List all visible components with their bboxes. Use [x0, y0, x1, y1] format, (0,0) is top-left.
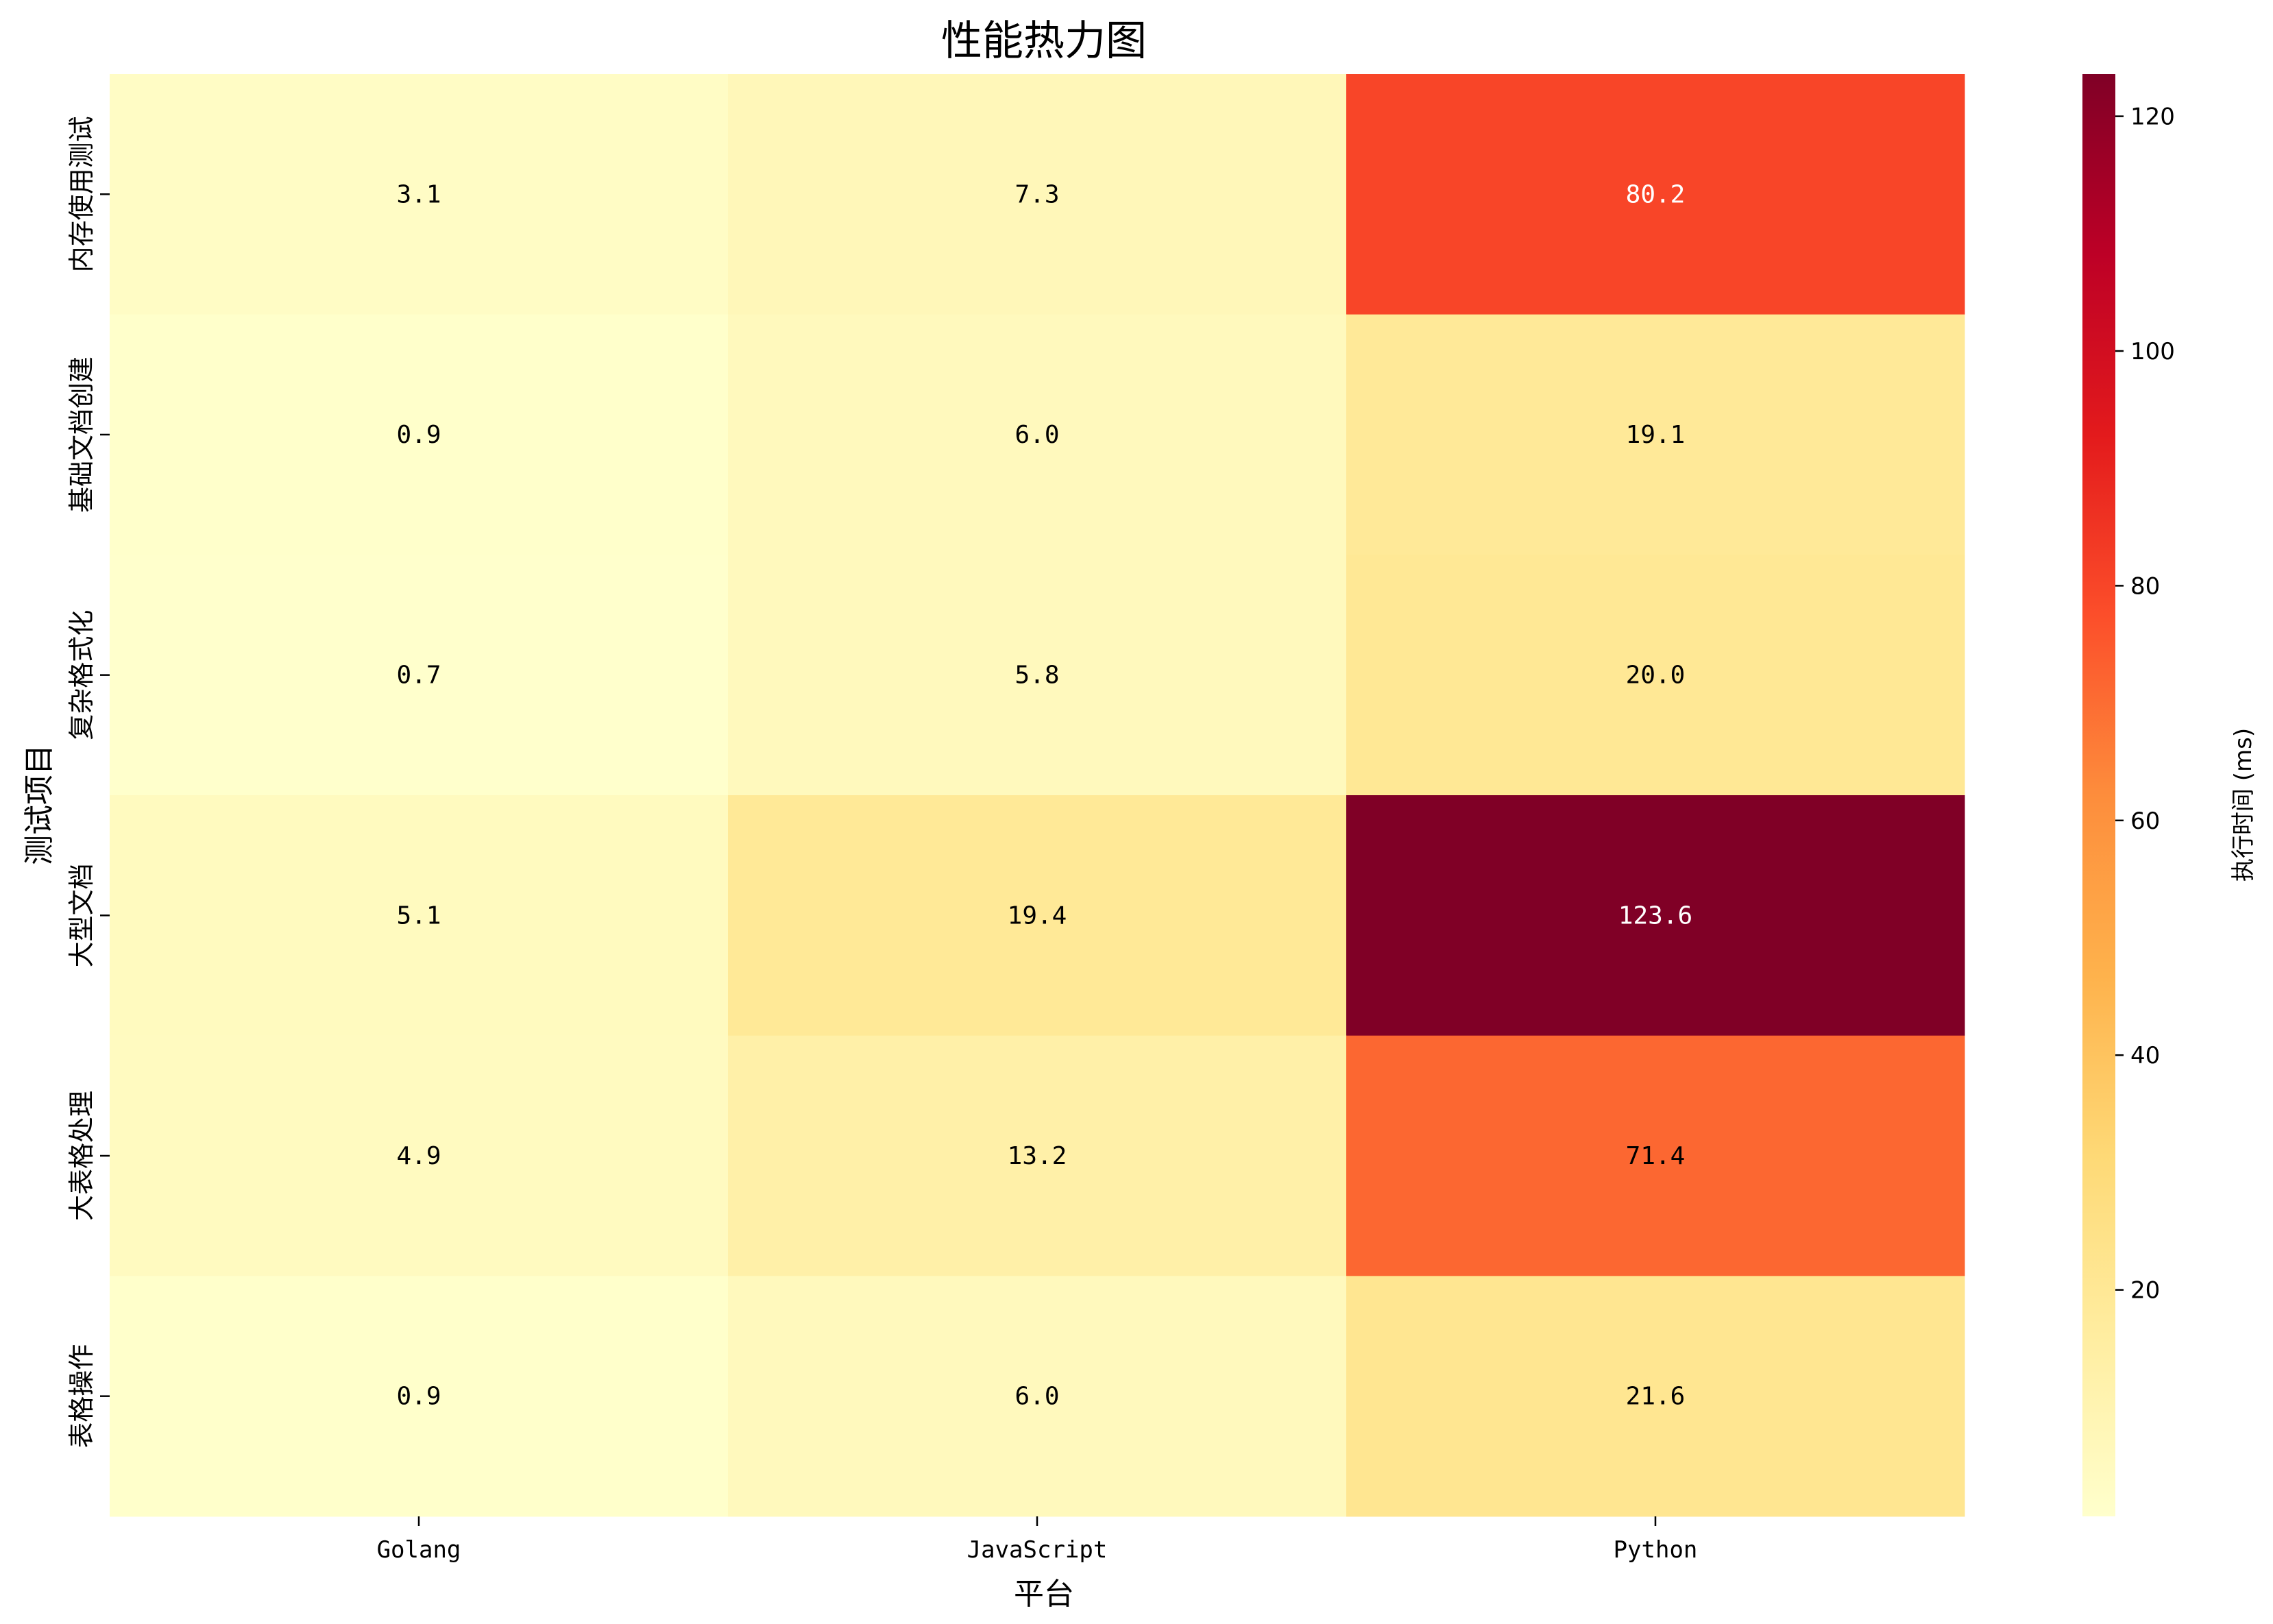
y-tick-label: 表格操作	[66, 1344, 97, 1449]
cell-value-label: 21.6	[1626, 1383, 1686, 1411]
colorbar-tick-label: 120	[2130, 104, 2175, 131]
cell-value-label: 19.1	[1626, 421, 1686, 449]
x-tick-label: Golang	[377, 1536, 461, 1564]
heatmap-cell	[110, 555, 729, 796]
colorbar-tick-label: 100	[2130, 338, 2175, 365]
heatmap-cell	[728, 795, 1347, 1037]
x-axis-label: 平台	[1014, 1577, 1074, 1612]
x-axis: Golang JavaScript Python	[377, 1516, 1698, 1564]
heatmap-cells: 3.1 7.3 80.2 0.9 6.0 19.1 0.7 5.8 20.0 5.1 19.4 123…	[110, 74, 1965, 1517]
cell-value-label: 0.9	[396, 1383, 441, 1411]
cell-value-label: 13.2	[1008, 1142, 1067, 1170]
cell-value-label: 71.4	[1626, 1142, 1686, 1170]
colorbar-tick-label: 60	[2130, 808, 2160, 835]
heatmap-cell	[1346, 1035, 1965, 1276]
cell-value-label: 0.7	[396, 662, 441, 690]
heatmap-cell	[728, 1276, 1347, 1517]
colorbar-label: 执行时间 (ms)	[2230, 728, 2257, 882]
heatmap-cell	[1346, 555, 1965, 796]
cell-value-label: 0.9	[396, 421, 441, 449]
heatmap-cell	[110, 1035, 729, 1276]
heatmap-cell	[728, 555, 1347, 796]
heatmap-cell	[110, 1276, 729, 1517]
x-tick-label: Python	[1614, 1536, 1698, 1564]
cell-value-label: 6.0	[1014, 1383, 1059, 1411]
heatmap-cell	[110, 314, 729, 555]
cell-value-label: 19.4	[1008, 901, 1067, 930]
colorbar-tick-label: 80	[2130, 572, 2160, 600]
colorbar-tick-label: 40	[2130, 1042, 2160, 1069]
cell-value-label: 5.1	[396, 901, 441, 930]
heatmap-cell	[728, 74, 1347, 315]
heatmap-cell	[110, 74, 729, 315]
heatmap-cell	[728, 1035, 1347, 1276]
cell-value-label: 6.0	[1014, 421, 1059, 449]
heatmap-cell	[1346, 1276, 1965, 1517]
chart-title: 性能热力图	[941, 17, 1147, 65]
y-tick-label: 大型文档	[66, 863, 97, 967]
colorbar-gradient	[2082, 74, 2115, 1516]
y-axis-label: 测试项目	[22, 744, 57, 865]
cell-value-label: 20.0	[1626, 662, 1686, 690]
y-tick-label: 大表格处理	[66, 1091, 97, 1221]
y-tick-label: 内存使用测试	[66, 116, 97, 272]
cell-value-label: 3.1	[396, 180, 441, 208]
y-tick-label: 基础文档创建	[66, 356, 97, 513]
cell-value-label: 5.8	[1014, 662, 1059, 690]
cell-value-label: 4.9	[396, 1142, 441, 1170]
heatmap-cell	[1346, 74, 1965, 315]
heatmap-cell	[728, 314, 1347, 555]
colorbar-tick-label: 20	[2130, 1277, 2160, 1305]
x-tick-label: JavaScript	[967, 1536, 1108, 1564]
heatmap-cell	[110, 795, 729, 1037]
cell-value-label: 80.2	[1626, 180, 1686, 208]
cell-value-label: 123.6	[1618, 901, 1692, 930]
heatmap-cell	[1346, 314, 1965, 555]
y-tick-label: 复杂格式化	[66, 610, 97, 740]
colorbar: 20 40 60 80 100 120	[2082, 74, 2175, 1516]
heatmap-cell	[1346, 795, 1965, 1037]
cell-value-label: 7.3	[1014, 180, 1059, 208]
